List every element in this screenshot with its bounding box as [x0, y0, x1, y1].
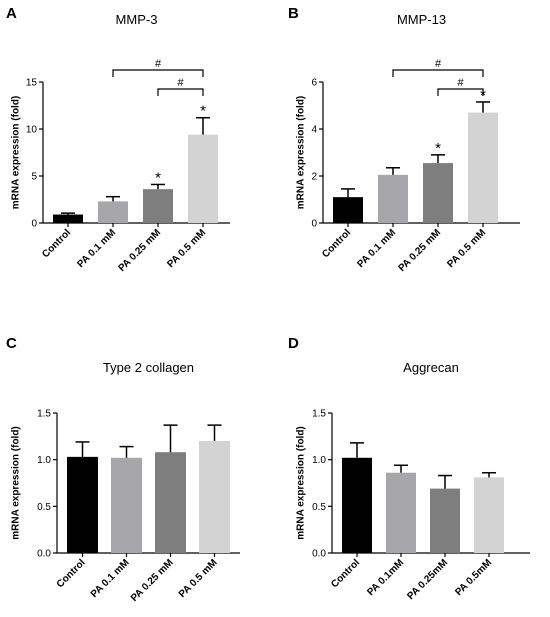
bracket-label: #	[435, 58, 442, 70]
chart-title: Aggrecan	[403, 360, 459, 375]
x-tick-label: PA 0.5mM	[453, 557, 494, 598]
significance-bracket	[112, 69, 204, 77]
bracket-label: #	[177, 77, 184, 89]
significance-bracket	[392, 69, 484, 77]
panel-letter: C	[6, 335, 17, 352]
y-tick-label: 0.5	[312, 502, 326, 513]
significance-bracket	[437, 88, 484, 96]
y-tick-label: 0	[31, 219, 37, 230]
x-tick-label: PA 0.1 mM	[89, 557, 132, 600]
x-tick-label: Control	[320, 227, 353, 260]
y-tick-label: 0.5	[37, 502, 51, 513]
y-tick-label: 4	[311, 125, 317, 136]
y-tick-label: 10	[26, 125, 38, 136]
bar	[423, 163, 453, 223]
bar	[386, 472, 416, 553]
bar	[474, 477, 504, 553]
bar	[188, 134, 218, 223]
chart-title: MMP-3	[116, 12, 158, 27]
bar	[143, 189, 173, 223]
significance-marker: *	[435, 140, 441, 157]
y-tick-label: 1.0	[312, 455, 326, 466]
bar	[155, 452, 186, 553]
y-tick-label: 0.0	[312, 549, 326, 560]
bar	[98, 201, 128, 223]
x-tick-label: PA 0.5 mM	[177, 557, 220, 600]
y-axis-label: mRNA expression (fold)	[295, 426, 306, 540]
bracket-label: #	[155, 58, 162, 70]
chart-title: Type 2 collagen	[103, 360, 194, 375]
bar	[468, 112, 498, 223]
chart-panel-b: B MMP-13 mRNA expression (fold) 0 2 4 6 Control…	[288, 5, 520, 274]
x-tick-label: PA 0.1mM	[365, 557, 406, 598]
x-tick-label: PA 0.5 mM	[165, 227, 208, 270]
y-tick-label: 6	[311, 78, 317, 89]
y-axis-label: mRNA expression (fold)	[10, 96, 21, 210]
panel-letter: A	[6, 5, 17, 22]
bar	[199, 441, 230, 553]
y-tick-label: 1.5	[312, 409, 326, 420]
x-tick-label: Control	[55, 557, 88, 590]
y-tick-label: 1.0	[37, 455, 51, 466]
panel-letter: B	[288, 5, 299, 22]
x-tick-label: PA 0.1 mM	[355, 227, 398, 270]
y-tick-label: 2	[311, 172, 317, 183]
x-tick-label: Control	[40, 227, 73, 260]
bracket-label: #	[457, 77, 464, 89]
y-tick-label: 0.0	[37, 549, 51, 560]
bar	[378, 174, 408, 223]
bar	[53, 214, 83, 223]
y-tick-label: 5	[31, 172, 37, 183]
significance-marker: *	[155, 169, 161, 186]
bar	[342, 457, 372, 553]
bar	[111, 457, 142, 553]
x-tick-label: PA 0.25mM	[405, 557, 450, 602]
significance-marker: *	[200, 103, 206, 120]
chart-panel-a: A MMP-3 mRNA expression (fold) 0 5 10 15 Contro…	[6, 5, 230, 274]
x-tick-label: PA 0.25 mM	[129, 557, 176, 604]
chart-title: MMP-13	[397, 12, 446, 27]
significance-bracket	[157, 88, 204, 96]
x-tick-label: PA 0.25 mM	[116, 227, 163, 274]
x-tick-label: Control	[329, 557, 362, 590]
y-axis-label: mRNA expression (fold)	[10, 426, 21, 540]
y-tick-label: 15	[26, 78, 38, 89]
x-tick-label: PA 0.5 mM	[445, 227, 488, 270]
x-tick-label: PA 0.25 mM	[396, 227, 443, 274]
panel-letter: D	[288, 335, 299, 352]
y-tick-label: 1.5	[37, 409, 51, 420]
y-axis-label: mRNA expression (fold)	[295, 96, 306, 210]
y-tick-label: 0	[311, 219, 317, 230]
bar	[67, 456, 98, 553]
chart-panel-d: D Aggrecan mRNA expression (fold) 0.0 0.5 1.0…	[288, 335, 530, 602]
chart-panel-c: C Type 2 collagen mRNA expression (fold) 0.…	[6, 335, 240, 604]
bar	[333, 197, 363, 223]
bar	[430, 488, 460, 553]
x-tick-label: PA 0.1 mM	[75, 227, 118, 270]
